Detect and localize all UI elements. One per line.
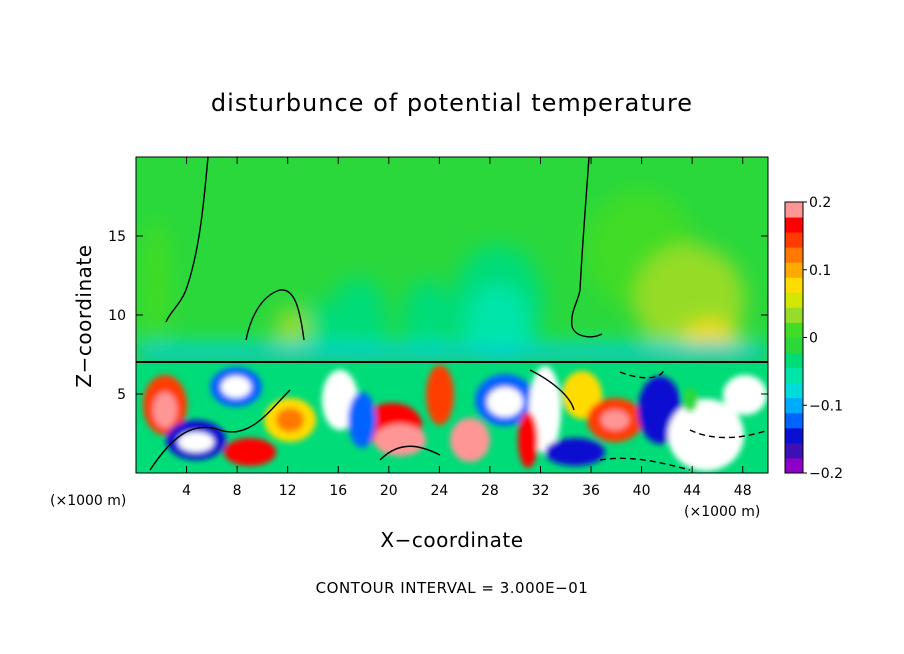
zero-contour-hump <box>245 289 305 341</box>
colorbar-swatch <box>785 292 803 308</box>
zero-contour-left <box>165 157 209 323</box>
colorbar-swatch <box>785 277 803 293</box>
x-tick-label: 20 <box>380 483 398 499</box>
x-tick-label: 8 <box>233 483 242 499</box>
x-tick-label: 16 <box>329 483 347 499</box>
colorbar-swatch <box>785 412 803 429</box>
x-tick-label: 32 <box>532 483 550 499</box>
y-tick-label: 5 <box>117 387 126 403</box>
colorbar-swatch <box>785 232 803 248</box>
contour-lower-4 <box>619 369 665 379</box>
x-tick-label: 36 <box>582 483 600 499</box>
colorbar-swatch <box>785 352 803 369</box>
colorbar-swatch <box>785 397 803 414</box>
chart-title: disturbunce of potential temperature <box>211 89 693 117</box>
zero-contour-right <box>570 157 603 338</box>
colorbar-swatch <box>785 442 803 459</box>
x-tick-label: 48 <box>734 483 752 499</box>
colorbar-tick-label: −0.2 <box>809 466 843 482</box>
colorbar-swatch <box>785 457 803 474</box>
contour-lower-6 <box>599 457 691 471</box>
colorbar-tick-label: 0.2 <box>809 195 831 211</box>
contour-lower-1 <box>149 389 291 471</box>
colorbar-swatch <box>785 202 803 218</box>
colorbar-tick-label: 0.1 <box>809 263 831 279</box>
x-tick-label: 40 <box>633 483 651 499</box>
y-tick-label: 15 <box>108 229 126 245</box>
contour-lines <box>136 157 768 471</box>
x-tick-label: 28 <box>481 483 499 499</box>
y-axis-ticks: 5 10 15 <box>108 229 768 403</box>
x-unit-left: (×1000 m) <box>50 493 126 509</box>
colorbar-swatch <box>785 382 803 399</box>
colorbar-swatch <box>785 307 803 323</box>
colorbar-swatch <box>785 247 803 263</box>
x-axis-label: X−coordinate <box>380 528 523 552</box>
y-tick-label: 10 <box>108 308 126 324</box>
upper-field <box>136 190 768 365</box>
colorbar-swatch <box>785 322 803 338</box>
x-tick-label: 44 <box>683 483 701 499</box>
contour-lower-3 <box>529 369 575 411</box>
x-tick-label: 24 <box>430 483 448 499</box>
x-unit-right: (×1000 m) <box>684 504 760 520</box>
lower-field <box>143 365 767 471</box>
contour-interval-note: CONTOUR INTERVAL = 3.000E−01 <box>316 579 589 597</box>
contour-lower-2 <box>379 445 441 461</box>
colorbar: 0.2 0.1 0 −0.1 −0.2 <box>784 195 843 482</box>
plot-area <box>136 157 768 473</box>
colorbar-tick-label: 0 <box>809 331 818 347</box>
colorbar-swatch <box>785 427 803 444</box>
colorbar-swatch <box>785 262 803 278</box>
y-axis-label: Z−coordinate <box>72 244 96 387</box>
colorbar-tick-label: −0.1 <box>809 398 843 414</box>
x-axis-ticks: 4 8 12 16 20 24 28 32 36 40 44 48 <box>182 157 752 499</box>
contour-lower-5 <box>689 429 768 439</box>
colorbar-swatch <box>785 367 803 384</box>
colorbar-swatch <box>785 217 803 233</box>
x-tick-label: 4 <box>182 483 191 499</box>
colorbar-swatch <box>785 337 803 354</box>
x-tick-label: 12 <box>279 483 297 499</box>
